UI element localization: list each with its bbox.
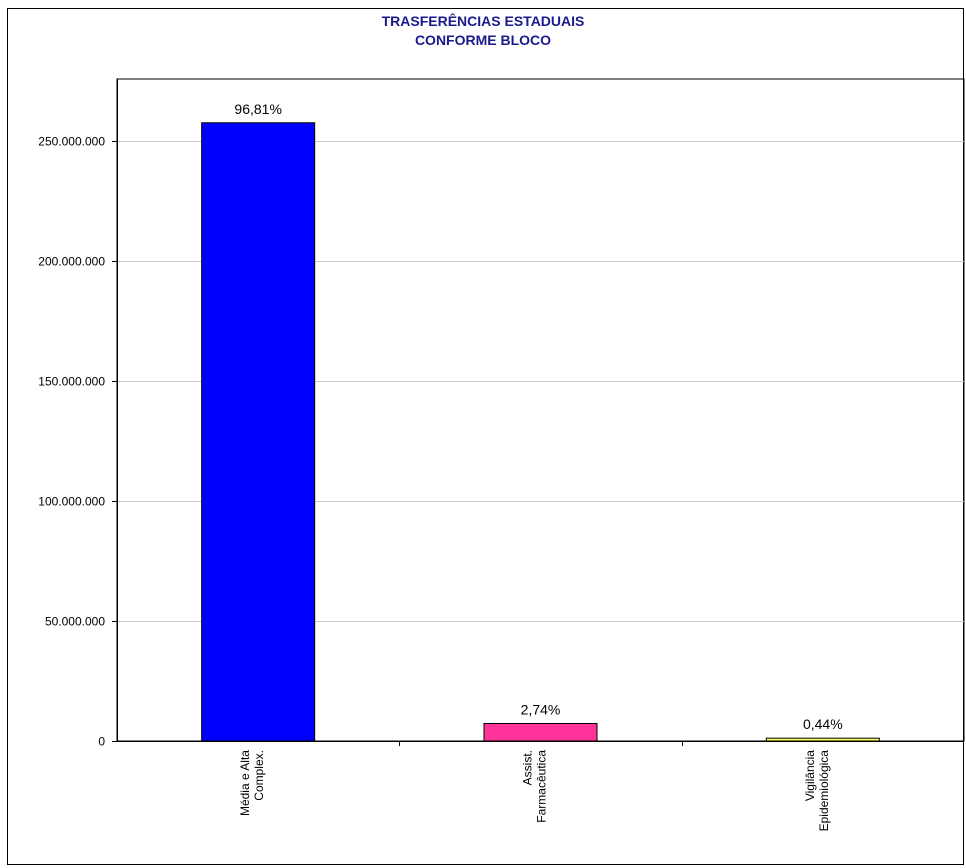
y-tick-label: 100.000.000	[38, 495, 105, 509]
chart-frame	[7, 8, 964, 865]
data-label: 2,74%	[521, 701, 561, 717]
data-label: 96,81%	[234, 101, 281, 117]
category-label: Epidemiológica	[817, 750, 831, 832]
y-tick-label: 50.000.000	[45, 615, 105, 629]
chart-title-line-1: TRASFERÊNCIAS ESTADUAIS	[381, 13, 585, 29]
chart-title-line-2: CONFORME BLOCO	[414, 32, 552, 48]
y-tick-label: 200.000.000	[38, 255, 105, 269]
category-label: Média e Alta	[238, 750, 252, 816]
data-label: 0,44%	[803, 716, 843, 732]
y-tick-label: 150.000.000	[38, 375, 105, 389]
y-tick-label: 0	[98, 735, 105, 749]
bar	[765, 737, 880, 742]
y-tick-label: 250.000.000	[38, 135, 105, 149]
bar	[483, 722, 598, 742]
category-label: Vigilância	[803, 750, 817, 801]
category-label: Farmacêutica	[535, 750, 549, 823]
bar	[201, 122, 316, 742]
category-label: Assist.	[521, 750, 535, 785]
chart-title: TRASFERÊNCIAS ESTADUAIS CONFORME BLOCO	[0, 12, 966, 50]
category-label: Complex.	[252, 750, 266, 801]
